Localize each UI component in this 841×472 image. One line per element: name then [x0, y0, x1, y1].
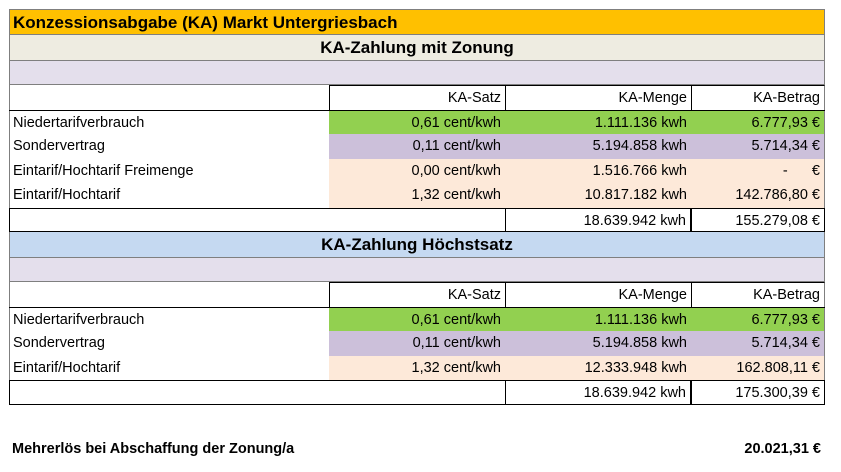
section-heading-text: KA-Zahlung Höchstsatz	[321, 235, 513, 254]
row-satz[interactable]: 0,11 cent/kwh	[329, 134, 505, 159]
empty-band-row[interactable]	[9, 258, 825, 282]
row-label[interactable]: Eintarif/Hochtarif	[9, 183, 329, 208]
row-betrag[interactable]: 6.777,93 €	[691, 307, 825, 331]
row-satz[interactable]: 0,11 cent/kwh	[329, 331, 505, 356]
row-satz[interactable]: 0,00 cent/kwh	[329, 158, 505, 183]
spreadsheet: Konzessionsabgabe (KA) Markt Untergriesb…	[9, 9, 825, 405]
total-empty-cell[interactable]	[9, 207, 329, 232]
row-betrag[interactable]: - €	[691, 158, 825, 183]
header-ka-betrag[interactable]: KA-Betrag	[691, 282, 825, 307]
row-satz[interactable]: 1,32 cent/kwh	[329, 355, 505, 380]
row-menge[interactable]: 12.333.948 kwh	[505, 355, 691, 380]
total-menge[interactable]: 18.639.942 kwh	[505, 380, 691, 405]
row-menge[interactable]: 1.111.136 kwh	[505, 110, 691, 134]
table-row: Eintarif/Hochtarif 1,32 cent/kwh 10.817.…	[9, 183, 825, 208]
row-satz[interactable]: 0,61 cent/kwh	[329, 307, 505, 331]
summary-label[interactable]: Mehrerlös bei Abschaffung der Zonung/a	[12, 441, 295, 457]
header-ka-menge[interactable]: KA-Menge	[505, 282, 691, 307]
empty-band-row[interactable]	[9, 61, 825, 85]
table-row: Niedertarifverbrauch 0,61 cent/kwh 1.111…	[9, 306, 825, 331]
row-betrag[interactable]: 142.786,80 €	[691, 183, 825, 208]
table-row: Sondervertrag 0,11 cent/kwh 5.194.858 kw…	[9, 331, 825, 356]
row-satz[interactable]: 0,61 cent/kwh	[329, 110, 505, 134]
header-ka-satz[interactable]: KA-Satz	[329, 282, 505, 307]
row-betrag[interactable]: 5.714,34 €	[691, 331, 825, 356]
sheet-title-text: Konzessionsabgabe (KA) Markt Untergriesb…	[13, 13, 398, 32]
row-betrag[interactable]: 162.808,11 €	[691, 355, 825, 380]
table-header-row: KA-Satz KA-Menge KA-Betrag	[9, 282, 825, 307]
summary-row: Mehrerlös bei Abschaffung der Zonung/a 2…	[9, 441, 825, 457]
row-menge[interactable]: 1.111.136 kwh	[505, 307, 691, 331]
table-row: Eintarif/Hochtarif 1,32 cent/kwh 12.333.…	[9, 355, 825, 380]
section-heading-zonung[interactable]: KA-Zahlung mit Zonung	[9, 35, 825, 61]
row-menge[interactable]: 1.516.766 kwh	[505, 158, 691, 183]
row-betrag[interactable]: 6.777,93 €	[691, 110, 825, 134]
header-empty-cell[interactable]	[9, 282, 329, 307]
total-empty-cell[interactable]	[9, 380, 329, 405]
total-empty-cell[interactable]	[329, 380, 505, 405]
summary-value[interactable]: 20.021,31 €	[744, 441, 821, 457]
sheet-title[interactable]: Konzessionsabgabe (KA) Markt Untergriesb…	[9, 9, 825, 35]
row-menge[interactable]: 5.194.858 kwh	[505, 134, 691, 159]
row-label[interactable]: Sondervertrag	[9, 331, 329, 356]
row-label[interactable]: Eintarif/Hochtarif Freimenge	[9, 158, 329, 183]
section-heading-text: KA-Zahlung mit Zonung	[320, 38, 514, 57]
total-betrag[interactable]: 175.300,39 €	[691, 380, 825, 405]
row-label[interactable]: Niedertarifverbrauch	[9, 307, 329, 331]
row-label[interactable]: Sondervertrag	[9, 134, 329, 159]
table-header-row: KA-Satz KA-Menge KA-Betrag	[9, 85, 825, 110]
header-ka-satz[interactable]: KA-Satz	[329, 85, 505, 110]
total-row: 18.639.942 kwh 175.300,39 €	[9, 380, 825, 405]
table-row: Sondervertrag 0,11 cent/kwh 5.194.858 kw…	[9, 134, 825, 159]
total-empty-cell[interactable]	[329, 207, 505, 232]
row-label[interactable]: Eintarif/Hochtarif	[9, 355, 329, 380]
section-heading-hoechstsatz[interactable]: KA-Zahlung Höchstsatz	[9, 232, 825, 258]
header-empty-cell[interactable]	[9, 85, 329, 110]
total-betrag[interactable]: 155.279,08 €	[691, 207, 825, 232]
table-row: Niedertarifverbrauch 0,61 cent/kwh 1.111…	[9, 109, 825, 134]
header-ka-menge[interactable]: KA-Menge	[505, 85, 691, 110]
total-menge[interactable]: 18.639.942 kwh	[505, 207, 691, 232]
total-row: 18.639.942 kwh 155.279,08 €	[9, 207, 825, 232]
row-menge[interactable]: 10.817.182 kwh	[505, 183, 691, 208]
row-satz[interactable]: 1,32 cent/kwh	[329, 183, 505, 208]
row-menge[interactable]: 5.194.858 kwh	[505, 331, 691, 356]
header-ka-betrag[interactable]: KA-Betrag	[691, 85, 825, 110]
row-betrag[interactable]: 5.714,34 €	[691, 134, 825, 159]
table-row: Eintarif/Hochtarif Freimenge 0,00 cent/k…	[9, 158, 825, 183]
row-label[interactable]: Niedertarifverbrauch	[9, 110, 329, 134]
